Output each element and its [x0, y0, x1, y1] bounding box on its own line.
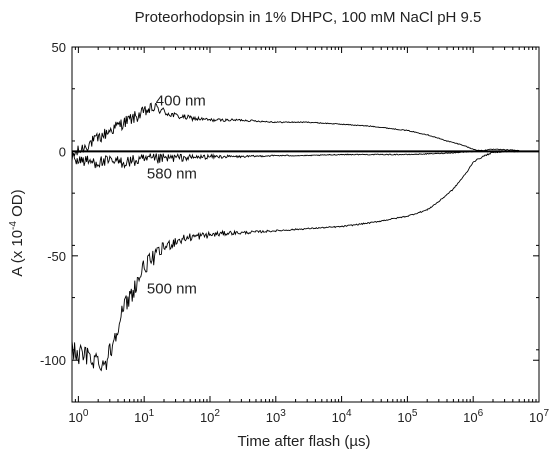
x-tick-label: 103: [266, 408, 286, 425]
x-tick-label: 105: [397, 408, 417, 425]
series-line-400-nm: [71, 102, 520, 157]
x-tick-label: 102: [200, 408, 220, 425]
series-label: 500 nm: [147, 280, 197, 297]
series-line-580-nm: [71, 148, 520, 169]
x-tick-label: 107: [529, 408, 549, 425]
y-tick-label: -50: [47, 249, 66, 264]
series-label: 580 nm: [147, 166, 197, 183]
y-axis-label: A (x 10-4 OD): [8, 189, 26, 276]
x-tick-label: 100: [68, 408, 88, 425]
x-tick-label: 101: [134, 408, 154, 425]
x-axis-label: Time after flash (µs): [237, 433, 370, 450]
x-tick-label: 106: [463, 408, 483, 425]
y-tick-label: -100: [40, 353, 66, 368]
y-tick-label: 0: [59, 144, 66, 159]
plot-area: 50 0 -50 -100 100 101 102 103 104 105 106 107 400 nm…: [40, 40, 549, 425]
series-label: 400 nm: [156, 92, 206, 109]
plot-frame: [71, 46, 540, 403]
chart-title: Proteorhodopsin in 1% DHPC, 100 mM NaCl …: [135, 9, 482, 26]
y-tick-label: 50: [52, 40, 66, 55]
series-line-500-nm: [71, 150, 520, 372]
x-tick-label: 104: [332, 408, 352, 425]
